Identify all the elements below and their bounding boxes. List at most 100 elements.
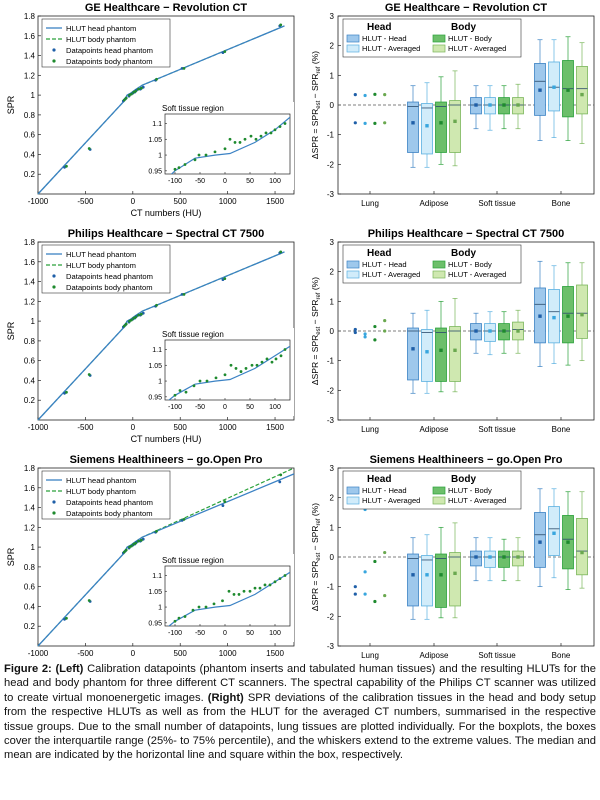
lung-point bbox=[383, 593, 387, 598]
box-soft-tissue bbox=[484, 537, 496, 582]
datapoint-body bbox=[139, 538, 143, 542]
datapoint-body bbox=[65, 390, 68, 394]
y-label-part: − SPR bbox=[310, 74, 320, 101]
x-tick-label: Bone bbox=[552, 651, 571, 660]
y-tick-label: 1.6 bbox=[24, 484, 36, 493]
box-mean bbox=[439, 348, 443, 352]
legend-head-title: Head bbox=[367, 474, 391, 485]
inset-datapoint bbox=[259, 134, 263, 138]
inset-datapoint bbox=[197, 153, 201, 157]
legend-swatch bbox=[432, 44, 446, 53]
lung-point bbox=[353, 93, 357, 97]
datapoint-body bbox=[137, 87, 140, 91]
inset-datapoint bbox=[183, 163, 187, 166]
datapoint-head bbox=[278, 480, 282, 484]
box-mean bbox=[425, 124, 429, 128]
y-axis-label: ΔSPR = SPRest − SPRref (%) bbox=[310, 277, 322, 385]
inset-datapoint bbox=[242, 589, 246, 593]
inset-x-tick-label: 50 bbox=[246, 630, 254, 637]
y-label-sub: est bbox=[316, 326, 322, 334]
box-iqr bbox=[435, 101, 447, 153]
x-tick-label: 1500 bbox=[266, 197, 284, 206]
legend-label: HLUT - Body bbox=[448, 260, 492, 269]
caption-right-text: SPR deviations of the calibration tissue… bbox=[4, 691, 596, 762]
x-tick-label: Adipose bbox=[420, 651, 449, 660]
y-tick-label: 1.2 bbox=[24, 297, 36, 306]
legend-label: Datapoints head phantom bbox=[66, 498, 153, 507]
y-tick-label: -2 bbox=[327, 386, 335, 395]
inset-background bbox=[143, 102, 294, 190]
datapoint-body bbox=[139, 312, 143, 316]
y-tick-label: 1.2 bbox=[24, 71, 36, 80]
legend-label: HLUT - Averaged bbox=[448, 44, 506, 53]
box-iqr bbox=[421, 329, 433, 382]
box-iqr bbox=[449, 100, 461, 153]
box-bone bbox=[576, 42, 588, 144]
chart-title: Siemens Healthineers − go.Open Pro bbox=[370, 454, 563, 466]
inset-background bbox=[143, 554, 294, 642]
datapoint-body bbox=[129, 544, 133, 548]
box-mean bbox=[566, 88, 570, 92]
legend-body-title: Body bbox=[451, 248, 476, 259]
legend-label: HLUT head phantom bbox=[66, 250, 136, 259]
box-mean bbox=[552, 315, 556, 320]
datapoint-body bbox=[134, 315, 138, 319]
x-tick-label: Lung bbox=[361, 425, 379, 434]
legend-box bbox=[342, 244, 522, 284]
inset-y-tick-label: 1.1 bbox=[152, 573, 162, 580]
x-tick-label: 1000 bbox=[219, 197, 237, 206]
box-mean bbox=[516, 103, 520, 107]
inset-x-tick-label: 0 bbox=[223, 178, 227, 185]
y-tick-label: 1.6 bbox=[24, 258, 36, 267]
box-mean bbox=[453, 571, 457, 576]
datapoint-body bbox=[139, 86, 143, 90]
datapoint-body bbox=[134, 89, 138, 93]
datapoint-body bbox=[65, 164, 68, 168]
lung-point bbox=[373, 559, 377, 564]
legend-label: HLUT - Averaged bbox=[362, 270, 420, 279]
y-tick-label: -3 bbox=[327, 642, 335, 651]
legend-label: HLUT body phantom bbox=[66, 487, 136, 496]
datapoint-body bbox=[223, 50, 227, 53]
y-tick-label: 0.6 bbox=[24, 357, 36, 366]
box-bone bbox=[562, 262, 574, 366]
legend-swatch bbox=[346, 270, 360, 279]
box-mean bbox=[552, 531, 556, 535]
box-iqr bbox=[484, 550, 496, 568]
y-tick-label: -3 bbox=[327, 190, 335, 199]
inset-y-tick-label: 1.1 bbox=[152, 347, 162, 354]
lung-point bbox=[383, 93, 387, 97]
datapoint-head bbox=[221, 504, 225, 507]
inset-datapoint bbox=[221, 599, 224, 603]
box-bone bbox=[576, 491, 588, 589]
y-tick-label: -2 bbox=[327, 160, 335, 169]
y-label-part: ΔSPR = SPR bbox=[310, 335, 320, 385]
box-mean bbox=[474, 329, 478, 333]
datapoint-body bbox=[122, 98, 126, 102]
delta-spr-chart-1: GE Healthcare − Revolution CT -3 -2 -1 0 1 2 3 Δ… bbox=[310, 2, 595, 208]
box-bone bbox=[534, 260, 546, 367]
y-tick-label: 0 bbox=[330, 101, 335, 110]
x-tick-label: Adipose bbox=[420, 425, 449, 434]
datapoint-body bbox=[122, 324, 126, 328]
y-tick-label: 1.8 bbox=[24, 12, 36, 21]
lung-point bbox=[363, 93, 367, 98]
lung-point bbox=[353, 121, 357, 125]
inset-datapoint bbox=[269, 131, 273, 135]
legend-swatch bbox=[346, 34, 360, 43]
inset-datapoint bbox=[278, 125, 282, 129]
box-mean bbox=[538, 88, 542, 92]
box-mean bbox=[502, 555, 506, 559]
inset-datapoint bbox=[250, 363, 254, 367]
inset-datapoint bbox=[270, 360, 274, 364]
inset-x-tick-label: 50 bbox=[246, 178, 254, 185]
lung-point bbox=[373, 599, 377, 604]
box-adipose bbox=[435, 526, 447, 619]
legend-label: HLUT - Head bbox=[362, 260, 407, 269]
lung-point bbox=[373, 92, 377, 96]
x-tick-label: -1000 bbox=[28, 197, 49, 206]
box-bone bbox=[548, 265, 560, 364]
chart-title: GE Healthcare − Revolution CT bbox=[85, 2, 248, 14]
legend-swatch-body-dot bbox=[52, 511, 56, 515]
